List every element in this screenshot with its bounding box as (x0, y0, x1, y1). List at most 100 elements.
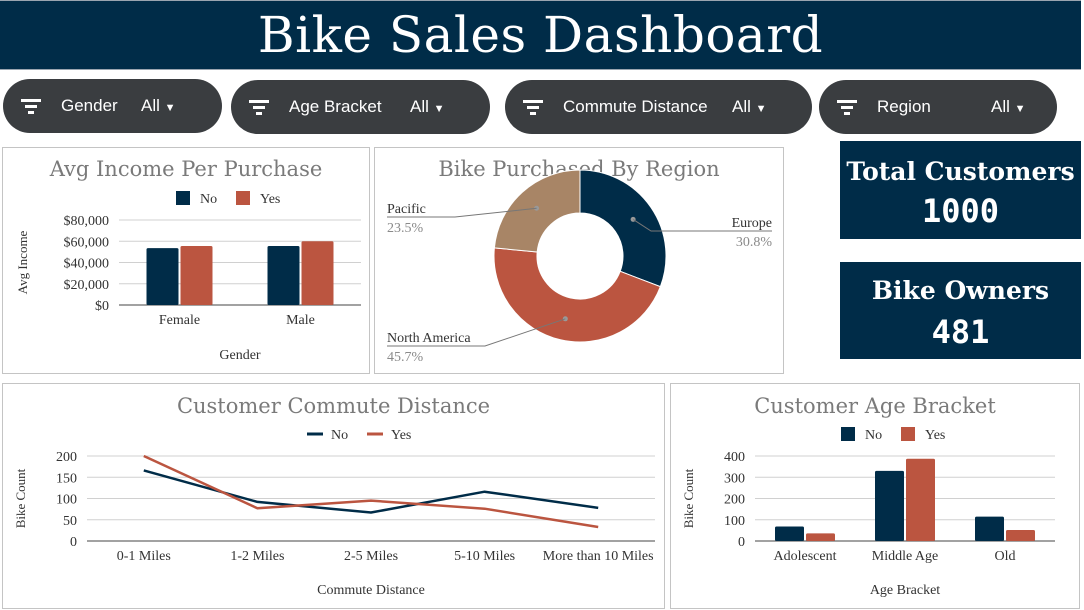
bar (875, 470, 904, 541)
leader-line (387, 318, 566, 347)
filter-icon (837, 100, 857, 115)
y-tick-label: 300 (724, 471, 745, 486)
slice-label: Pacific (387, 202, 426, 217)
y-tick-label: $60,000 (64, 235, 110, 250)
avg-income-chart-panel: Avg Income Per Purchase No Yes $0 $20,000 $4… (2, 147, 370, 374)
filter-value[interactable]: All ▼ (991, 97, 1026, 116)
bar (975, 516, 1004, 541)
filter-value[interactable]: All ▼ (732, 97, 767, 116)
pie-slice (493, 169, 581, 253)
pie-slice (579, 169, 667, 288)
y-tick-label: $80,000 (64, 214, 110, 229)
x-tick-label: Female (159, 313, 200, 328)
chart-title: Avg Income Per Purchase (49, 157, 323, 181)
y-axis-title: Avg Income (15, 230, 30, 294)
filter-region[interactable]: Region All ▼ (819, 80, 1057, 134)
y-tick-label: 150 (56, 471, 77, 486)
bar (301, 241, 334, 305)
bar (775, 526, 804, 541)
y-tick-label: 200 (56, 450, 77, 465)
dropdown-arrow-icon: ▼ (755, 103, 767, 115)
legend-label: Yes (925, 428, 945, 443)
y-tick-label: 400 (724, 450, 745, 465)
commute-distance-chart-panel: Customer Commute Distance No Yes 0 50 100 150… (2, 383, 665, 609)
pie-slice (493, 247, 661, 343)
x-tick-label: Adolescent (774, 549, 837, 564)
x-tick-label: 5-10 Miles (454, 549, 515, 564)
legend-label: No (331, 428, 348, 443)
filter-icon (21, 99, 41, 114)
filter-icon (249, 100, 269, 115)
filter-value[interactable]: All ▼ (141, 96, 176, 115)
y-tick-label: 0 (738, 535, 745, 550)
filter-label: Gender (61, 96, 118, 115)
legend-swatch (901, 427, 915, 441)
leader-line (387, 207, 537, 218)
avg-income-chart: No Yes $0 $20,000 $40,000 $60,000 $80,000 Femal… (15, 191, 361, 363)
x-axis-title: Gender (219, 348, 261, 363)
y-tick-label: $0 (95, 299, 109, 314)
filter-value[interactable]: All ▼ (410, 97, 445, 116)
y-tick-label: $40,000 (64, 257, 110, 272)
filter-label: Commute Distance (563, 97, 708, 116)
kpi-value: 481 (931, 313, 990, 351)
x-axis-title: Commute Distance (317, 583, 425, 598)
slice-value-label: 30.8% (736, 235, 773, 250)
filter-label: Region (877, 97, 931, 116)
x-tick-label: More than 10 Miles (543, 549, 654, 564)
slice-label: Europe (732, 216, 772, 231)
slice-value-label: 45.7% (387, 350, 424, 365)
x-tick-label: 1-2 Miles (230, 549, 284, 564)
slice-label: North America (387, 331, 471, 346)
filter-label: Age Bracket (289, 97, 382, 116)
filter-icon (523, 100, 543, 115)
x-tick-label: 2-5 Miles (344, 549, 398, 564)
leader-dot (562, 316, 568, 322)
legend-swatch (236, 191, 250, 205)
bar (1006, 529, 1035, 541)
x-tick-label: Old (995, 549, 1016, 564)
y-tick-label: 100 (56, 493, 77, 508)
legend-label: Yes (391, 428, 411, 443)
bar (180, 246, 213, 305)
legend-swatch (841, 427, 855, 441)
chart-title: Customer Age Bracket (754, 394, 996, 418)
bar (267, 246, 300, 305)
dropdown-arrow-icon: ▼ (1014, 103, 1026, 115)
y-axis-title: Bike Count (13, 468, 28, 528)
kpi-label: Total Customers (846, 157, 1075, 186)
filter-commute-distance[interactable]: Commute Distance All ▼ (505, 80, 812, 134)
dropdown-arrow-icon: ▼ (164, 102, 176, 114)
bar (906, 458, 935, 541)
x-tick-label: Middle Age (872, 549, 939, 564)
dashboard-title: Bike Sales Dashboard (257, 6, 824, 64)
y-tick-label: $20,000 (64, 278, 110, 293)
filter-gender[interactable]: Gender All ▼ (3, 79, 222, 133)
y-tick-label: 50 (63, 514, 77, 529)
commute-distance-chart: No Yes 0 50 100 150 200 0-1 Miles 1-2 Miles 2-5 M… (13, 428, 655, 598)
slice-value-label: 23.5% (387, 221, 424, 236)
y-tick-label: 0 (70, 535, 77, 550)
total-customers-card: Total Customers 1000 (840, 141, 1081, 239)
legend-swatch (176, 191, 190, 205)
kpi-label: Bike Owners (871, 276, 1050, 305)
region-chart-panel: Bike Purchased By Region Europe 30.8% Nort… (374, 147, 784, 374)
bike-owners-card: Bike Owners 481 (840, 262, 1081, 359)
age-bracket-chart: No Yes 0 100 200 300 400 Adolescent Middle Age Ol… (681, 427, 1055, 598)
legend-label: No (200, 192, 217, 207)
series-line (143, 454, 599, 529)
x-axis-title: Age Bracket (870, 583, 940, 598)
region-donut-chart: Europe 30.8% North America 45.7% Pacific 23.5… (387, 169, 773, 365)
dropdown-arrow-icon: ▼ (433, 103, 445, 115)
bar (146, 248, 179, 305)
chart-title: Customer Commute Distance (176, 394, 491, 418)
legend-label: No (865, 428, 882, 443)
filter-age-bracket[interactable]: Age Bracket All ▼ (231, 80, 490, 134)
y-tick-label: 100 (724, 514, 745, 529)
x-tick-label: 0-1 Miles (117, 549, 171, 564)
legend-label: Yes (260, 192, 280, 207)
x-tick-label: Male (286, 313, 315, 328)
leader-line (632, 218, 772, 232)
age-bracket-chart-panel: Customer Age Bracket No Yes 0 100 200 300 400 A… (670, 383, 1080, 609)
y-tick-label: 200 (724, 493, 745, 508)
